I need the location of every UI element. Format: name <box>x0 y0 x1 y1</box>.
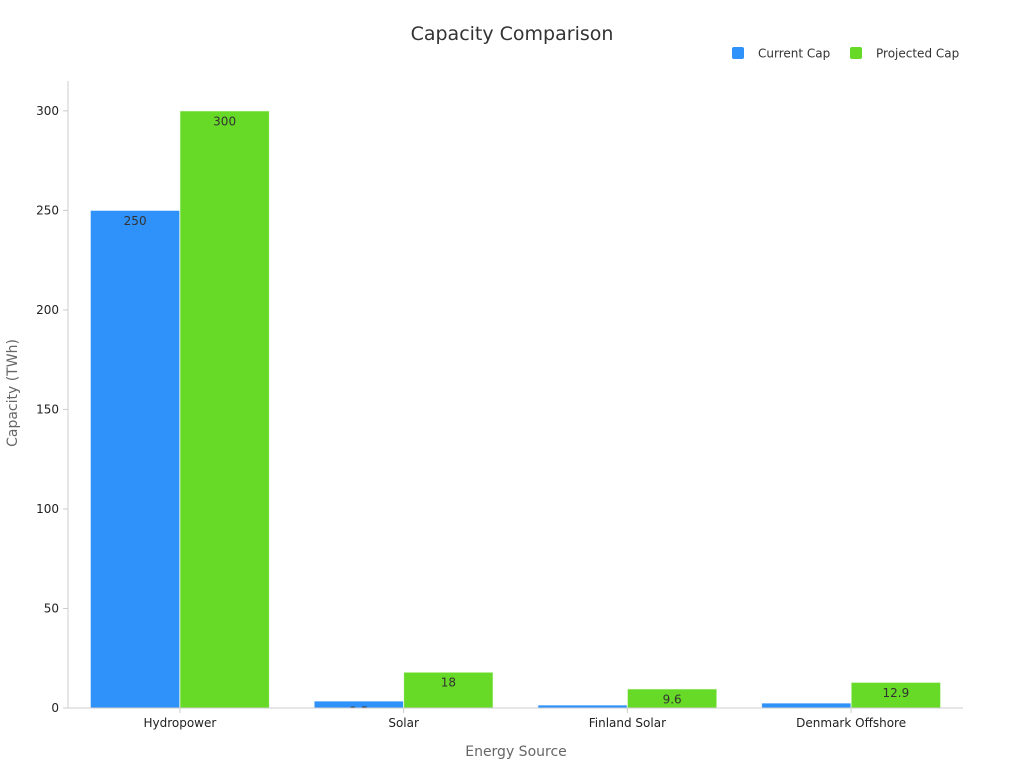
y-tick-label: 200 <box>36 303 59 317</box>
legend: Current Cap Projected Cap <box>732 47 959 61</box>
y-tick-label: 300 <box>36 104 59 118</box>
legend-item-current-cap: Current Cap <box>732 47 830 61</box>
legend-item-projected-cap: Projected Cap <box>850 47 959 61</box>
y-tick-label: 250 <box>36 203 59 217</box>
legend-label-projected-cap: Projected Cap <box>876 47 959 61</box>
bar-projected-cap-hydropower <box>179 110 270 709</box>
data-label-current-cap-denmark-offshore: 2.5 <box>797 707 816 721</box>
bar-group <box>89 110 942 709</box>
data-label-projected-cap-hydropower: 300 <box>213 114 236 128</box>
data-label-current-cap-hydropower: 250 <box>124 214 147 228</box>
y-axis: 0 50 100 150 200 250 300 <box>36 81 69 715</box>
bar-projected-cap-solar <box>403 671 494 709</box>
x-tick-label-hydropower: Hydropower <box>143 716 216 730</box>
y-tick-label: 150 <box>36 402 59 416</box>
chart-title: Capacity Comparison <box>411 23 614 45</box>
legend-swatch-current-cap <box>732 47 744 59</box>
data-label-projected-cap-denmark-offshore: 12.9 <box>883 686 910 700</box>
y-axis-title: Capacity (TWh) <box>5 339 21 447</box>
data-label-projected-cap-solar: 18 <box>441 676 456 690</box>
x-tick-label-finland-solar: Finland Solar <box>589 716 666 730</box>
x-axis-title: Energy Source <box>465 744 567 760</box>
y-tick-label: 0 <box>51 701 59 715</box>
x-tick-label-denmark-offshore: Denmark Offshore <box>796 716 906 730</box>
y-tick-label: 100 <box>36 502 59 516</box>
x-tick-label-solar: Solar <box>388 716 419 730</box>
bar-current-cap-hydropower <box>89 209 181 709</box>
legend-label-current-cap: Current Cap <box>758 47 830 61</box>
data-label-projected-cap-finland-solar: 9.6 <box>663 692 682 706</box>
legend-swatch-projected-cap <box>850 47 862 59</box>
x-axis: Hydropower Solar Finland Solar Denmark Offs… <box>68 707 963 730</box>
y-tick-label: 50 <box>44 601 59 615</box>
data-label-current-cap-solar: 3.5 <box>349 705 368 719</box>
